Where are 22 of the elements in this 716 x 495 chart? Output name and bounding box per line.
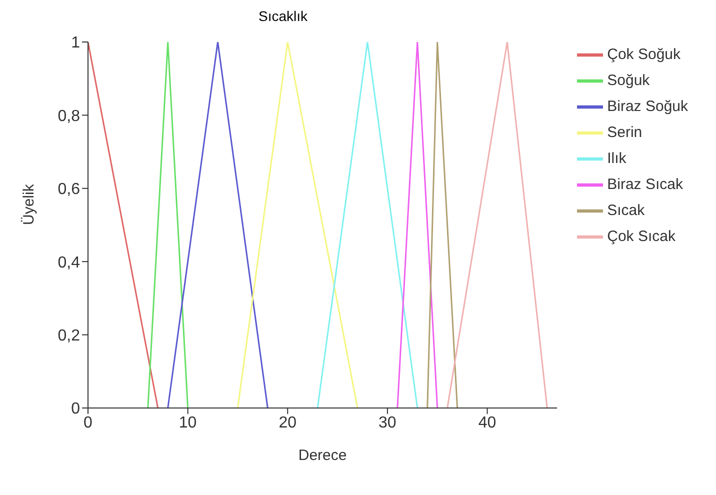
y-tick-label: 0,2 xyxy=(58,327,80,344)
x-tick-label: 20 xyxy=(278,414,297,432)
legend-label: Ilık xyxy=(607,150,626,167)
legend-label: Soğuk xyxy=(607,72,650,89)
x-axis-title: Derece xyxy=(298,447,347,464)
chart-title: Sıcaklık xyxy=(257,8,308,26)
legend-label: Biraz Soğuk xyxy=(607,98,688,115)
y-tick-label: 1 xyxy=(71,34,80,52)
y-axis-title: Üyelik xyxy=(20,184,38,225)
y-tick-label: 0,4 xyxy=(58,254,80,272)
x-tick-label: 40 xyxy=(478,414,496,432)
y-tick-label: 0 xyxy=(71,400,80,418)
y-tick-label: 0,8 xyxy=(58,108,80,125)
legend-label: Serin xyxy=(607,124,642,141)
legend-label: Çok Soğuk xyxy=(607,46,680,63)
x-tick-label: 0 xyxy=(84,414,93,432)
legend-label: Çok Sıcak xyxy=(607,228,676,245)
legend-label: Sıcak xyxy=(607,202,645,219)
y-tick-label: 0,6 xyxy=(58,181,80,198)
x-tick-label: 10 xyxy=(178,414,197,432)
x-tick-label: 30 xyxy=(378,414,396,432)
legend-label: Biraz Sıcak xyxy=(607,176,683,193)
